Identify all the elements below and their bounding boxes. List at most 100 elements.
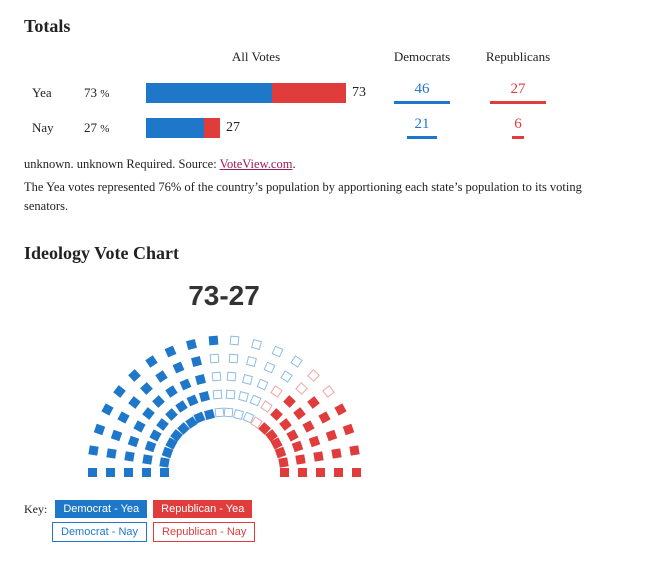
seat: [165, 409, 178, 422]
seat: [343, 424, 354, 435]
seat: [270, 409, 283, 422]
seat: [334, 468, 343, 477]
seat: [191, 356, 202, 367]
seat: [322, 385, 335, 398]
seat: [204, 409, 215, 420]
seat: [142, 468, 151, 477]
key-rep-yea: Republican - Yea: [153, 500, 252, 518]
bar-rep-seg: [204, 118, 220, 138]
key-dem-nay: Democrat - Nay: [52, 522, 147, 542]
seat: [93, 424, 104, 435]
seat: [179, 378, 191, 390]
seat: [142, 454, 152, 464]
seat: [146, 356, 158, 368]
ideology-arc: 73-27: [24, 272, 424, 492]
seat: [264, 362, 276, 374]
seat: [318, 412, 330, 424]
row-label: Yea: [24, 75, 76, 110]
seat: [247, 356, 258, 367]
totals-header-all: All Votes: [138, 45, 374, 75]
ideology-key-row-1: Key: Democrat - Yea Republican - Yea: [24, 500, 624, 518]
seat: [140, 382, 153, 395]
bar-dem-seg: [146, 118, 204, 138]
row-label: Nay: [24, 110, 76, 145]
seat: [352, 468, 361, 477]
seat: [349, 445, 359, 455]
seat: [270, 386, 282, 398]
row-pct: 27 %: [76, 110, 138, 145]
seat: [314, 451, 324, 461]
seat: [307, 369, 320, 382]
seat: [165, 345, 177, 357]
seat: [334, 403, 346, 415]
population-note: The Yea votes represented 76% of the cou…: [24, 178, 624, 216]
key-dem-yea: Democrat - Yea: [55, 500, 147, 518]
seat: [127, 435, 138, 446]
seat: [293, 407, 306, 420]
seat: [298, 468, 307, 477]
seat: [172, 362, 184, 374]
seat: [331, 448, 341, 458]
seat: [156, 418, 169, 431]
seat: [308, 396, 321, 409]
totals-row: Nay27 %27216: [24, 110, 566, 145]
bar-rep-seg: [272, 83, 346, 103]
ideology-score: 73-27: [188, 280, 260, 312]
seat: [89, 445, 99, 455]
seat: [238, 391, 249, 402]
seat: [242, 374, 253, 385]
seat: [160, 468, 169, 477]
row-bar: 27: [138, 110, 374, 145]
seat: [124, 451, 134, 461]
row-total: 27: [226, 120, 240, 136]
seat: [106, 468, 115, 477]
seat: [249, 395, 261, 407]
seat: [226, 390, 236, 400]
seat: [142, 407, 155, 420]
seat: [155, 371, 167, 383]
seat: [106, 448, 116, 458]
ideology-key-row-2: Democrat - Nay Republican - Nay: [24, 522, 624, 542]
seat: [208, 336, 218, 346]
seat: [145, 441, 156, 452]
source-link[interactable]: VoteView.com: [220, 157, 293, 171]
seat: [251, 339, 262, 350]
seat: [210, 354, 220, 364]
seat: [110, 430, 121, 441]
seat: [153, 395, 166, 408]
seat: [271, 345, 283, 357]
source-prefix: unknown. unknown Required. Source:: [24, 157, 220, 171]
key-rep-nay: Republican - Nay: [153, 522, 255, 542]
seat: [302, 420, 314, 432]
row-dem: 21: [374, 110, 470, 145]
row-rep: 27: [470, 75, 566, 110]
seat: [199, 391, 210, 402]
seat: [296, 454, 306, 464]
ideology-title: Ideology Vote Chart: [24, 243, 624, 264]
bar-dem-seg: [146, 83, 272, 103]
seat: [195, 374, 206, 385]
seat: [326, 430, 337, 441]
row-bar: 73: [138, 75, 374, 110]
seat: [160, 457, 170, 467]
seat: [279, 418, 292, 431]
key-label: Key:: [24, 502, 47, 517]
seat: [278, 457, 288, 467]
seat: [257, 378, 269, 390]
seat: [290, 356, 302, 368]
seat: [149, 429, 161, 441]
totals-header-dem: Democrats: [374, 45, 470, 75]
seat: [124, 468, 133, 477]
source-suffix: .: [292, 157, 295, 171]
seat: [230, 336, 240, 346]
totals-header-rep: Republicans: [470, 45, 566, 75]
seat: [187, 395, 199, 407]
totals-title: Totals: [24, 16, 624, 37]
seat: [260, 401, 272, 413]
seat: [133, 420, 145, 432]
seat: [186, 339, 197, 350]
row-total: 73: [352, 85, 366, 101]
row-pct: 73 %: [76, 75, 138, 110]
seat: [280, 371, 292, 383]
seat: [309, 435, 320, 446]
